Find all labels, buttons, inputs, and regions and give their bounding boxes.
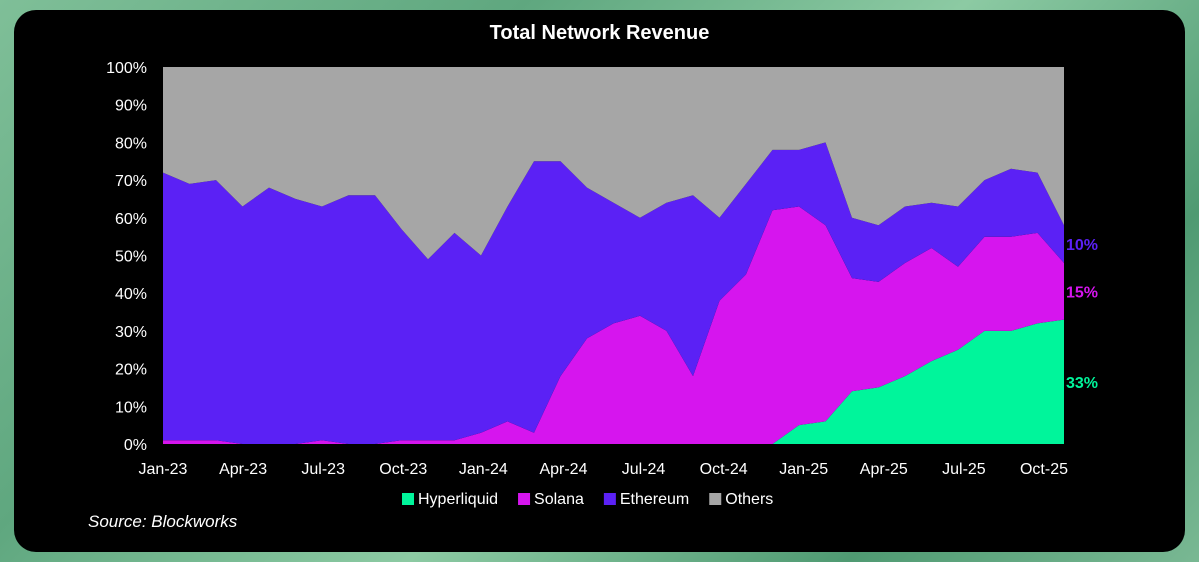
legend-swatch-ethereum [603, 493, 616, 505]
x-tick-label: Apr-24 [539, 461, 587, 478]
legend-swatch-solana [518, 493, 531, 505]
area-solana [163, 206, 1064, 444]
y-tick-label: 70% [115, 173, 147, 190]
x-tick-label: Jan-23 [139, 461, 188, 478]
x-tick-label: Apr-25 [860, 461, 908, 478]
y-tick-label: 100% [106, 60, 147, 77]
end-label-ethereum: 10% [1066, 237, 1098, 254]
area-hyperliquid [163, 319, 1064, 444]
y-tick-label: 40% [115, 286, 147, 303]
end-label-hyperliquid: 33% [1066, 375, 1098, 392]
y-tick-label: 60% [115, 211, 147, 228]
y-tick-label: 90% [115, 98, 147, 115]
y-tick-label: 50% [115, 249, 147, 266]
x-tick-label: Jan-25 [779, 461, 828, 478]
x-tick-label: Oct-23 [379, 461, 427, 478]
legend-label-ethereum: Ethereum [620, 491, 689, 508]
end-label-solana: 15% [1066, 284, 1098, 301]
chart-source: Source: Blockworks [88, 512, 238, 531]
legend-label-solana: Solana [534, 491, 584, 508]
y-tick-label: 10% [115, 399, 147, 416]
area-ethereum [163, 142, 1064, 444]
y-tick-label: 80% [115, 135, 147, 152]
x-tick-label: Jul-24 [622, 461, 666, 478]
x-tick-label: Apr-23 [219, 461, 267, 478]
x-tick-label: Oct-25 [1020, 461, 1068, 478]
x-tick-label: Jan-24 [459, 461, 508, 478]
y-tick-label: 20% [115, 362, 147, 379]
legend-swatch-others [709, 493, 722, 505]
x-tick-label: Jul-23 [301, 461, 345, 478]
y-tick-label: 0% [124, 437, 147, 454]
legend-swatch-hyperliquid [402, 493, 414, 505]
legend-label-hyperliquid: Hyperliquid [418, 491, 498, 508]
x-tick-label: Oct-24 [700, 461, 748, 478]
legend-label-others: Others [725, 491, 773, 508]
area-others [163, 67, 1064, 260]
chart-title: Total Network Revenue [489, 22, 710, 44]
y-tick-label: 30% [115, 324, 147, 341]
x-tick-label: Jul-25 [942, 461, 986, 478]
